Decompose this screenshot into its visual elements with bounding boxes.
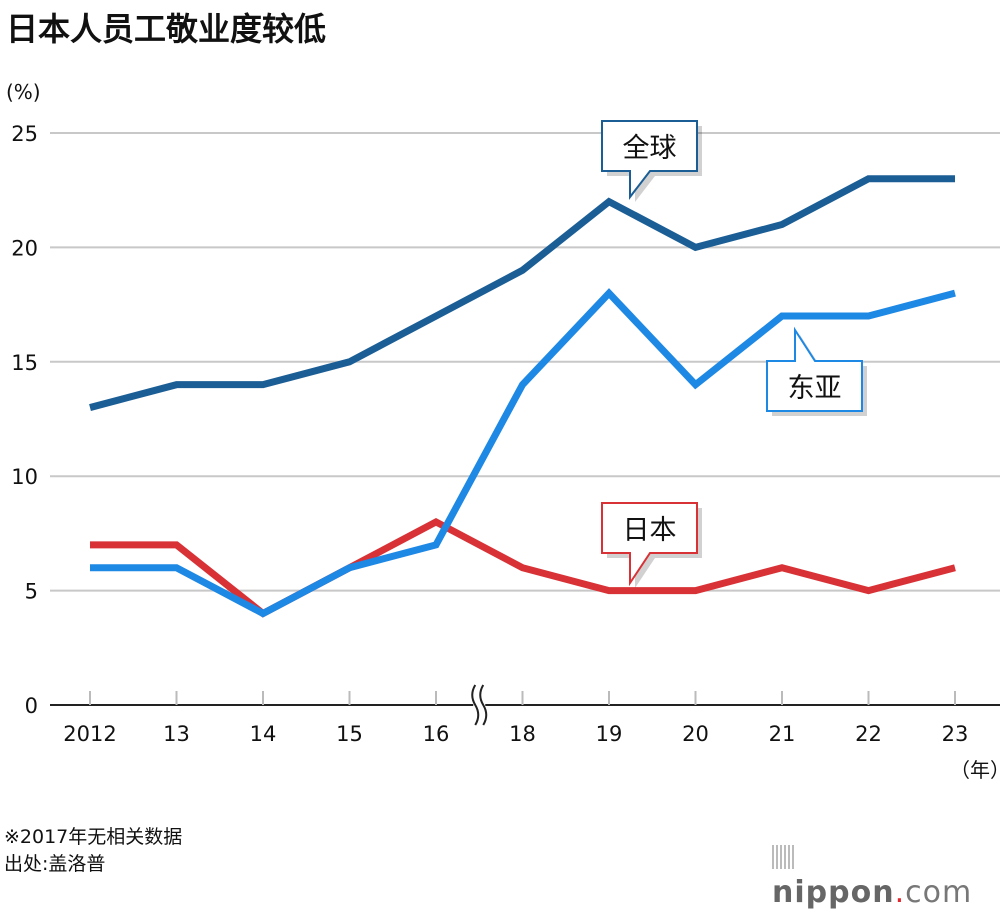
x-tick-label: 14 [250, 722, 277, 746]
x-tick-label: 16 [423, 722, 450, 746]
x-tick-label: 23 [942, 722, 969, 746]
y-tick-label: 10 [11, 465, 38, 489]
x-tick-label: 22 [855, 722, 882, 746]
x-tick-label: 13 [163, 722, 190, 746]
series-label: 全球 [623, 133, 677, 164]
x-tick-label: 15 [336, 722, 363, 746]
x-tick-label: 19 [596, 722, 623, 746]
y-tick-label: 5 [25, 580, 38, 604]
y-tick-label: 20 [11, 236, 38, 260]
x-tick-label: 20 [682, 722, 709, 746]
y-tick-label: 15 [11, 351, 38, 375]
x-tick-label: 21 [769, 722, 796, 746]
x-tick-label: 2012 [63, 722, 116, 746]
y-tick-label: 25 [11, 122, 38, 146]
series-label: 东亚 [788, 373, 842, 404]
y-tick-label: 0 [25, 694, 38, 718]
series-label: 日本 [623, 515, 677, 546]
x-tick-label: 18 [509, 722, 536, 746]
